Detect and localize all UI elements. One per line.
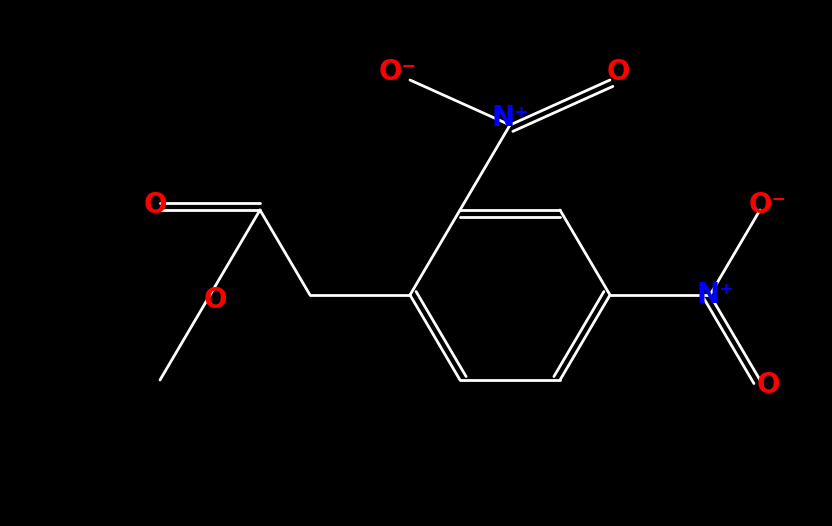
Text: O⁻: O⁻ — [379, 58, 417, 86]
Text: O: O — [607, 58, 630, 86]
Text: O⁻: O⁻ — [749, 191, 787, 219]
Text: O: O — [203, 286, 227, 314]
Text: N⁺: N⁺ — [696, 281, 734, 309]
Text: N⁺: N⁺ — [491, 104, 529, 132]
Text: O: O — [756, 371, 780, 399]
Text: O: O — [143, 191, 166, 219]
